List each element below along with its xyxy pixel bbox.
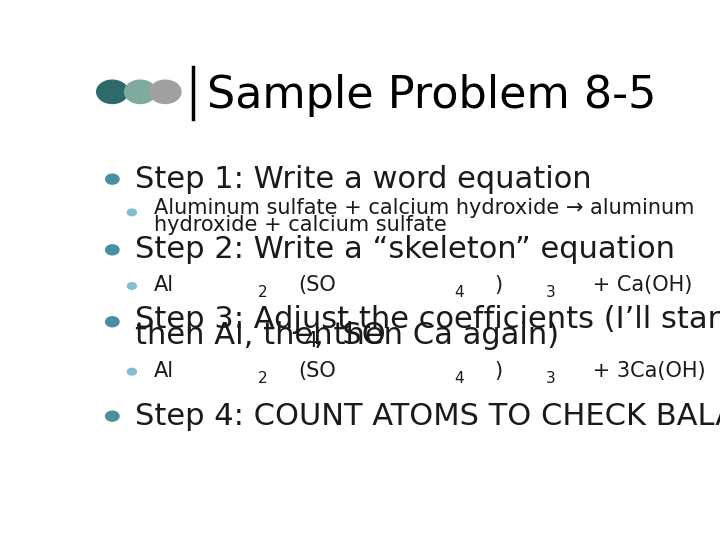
- Circle shape: [106, 174, 119, 184]
- Text: hydroxide + calcium sulfate: hydroxide + calcium sulfate: [154, 215, 447, 235]
- Circle shape: [106, 411, 119, 421]
- Text: Al: Al: [154, 361, 174, 381]
- Text: (SO: (SO: [298, 275, 336, 295]
- Circle shape: [127, 209, 136, 216]
- Circle shape: [106, 317, 119, 327]
- Text: + 3Ca(OH): + 3Ca(OH): [586, 361, 706, 381]
- Text: 3: 3: [546, 371, 556, 386]
- Text: ): ): [494, 361, 502, 381]
- Text: , then Ca again): , then Ca again): [315, 321, 559, 350]
- Text: 4: 4: [305, 331, 318, 351]
- Circle shape: [150, 80, 181, 104]
- Text: Al: Al: [154, 275, 174, 295]
- Text: Step 3: Adjust the coefficients (I’ll start with Ca,: Step 3: Adjust the coefficients (I’ll st…: [135, 305, 720, 334]
- Text: ): ): [494, 275, 502, 295]
- Text: + Ca(OH): + Ca(OH): [586, 275, 693, 295]
- Text: 4: 4: [454, 371, 464, 386]
- Text: then Al, then SO: then Al, then SO: [135, 321, 385, 350]
- Circle shape: [127, 282, 136, 289]
- Circle shape: [125, 80, 156, 104]
- Text: Sample Problem 8-5: Sample Problem 8-5: [207, 75, 657, 118]
- Text: (SO: (SO: [298, 361, 336, 381]
- Text: Step 1: Write a word equation: Step 1: Write a word equation: [135, 165, 591, 194]
- Text: 4: 4: [454, 285, 464, 300]
- Text: Aluminum sulfate + calcium hydroxide → aluminum: Aluminum sulfate + calcium hydroxide → a…: [154, 198, 695, 218]
- Text: Step 2: Write a “skeleton” equation: Step 2: Write a “skeleton” equation: [135, 235, 675, 265]
- Circle shape: [96, 80, 128, 104]
- Text: 2: 2: [258, 285, 268, 300]
- Circle shape: [127, 368, 136, 375]
- Text: Step 4: COUNT ATOMS TO CHECK BALANCE!: Step 4: COUNT ATOMS TO CHECK BALANCE!: [135, 402, 720, 431]
- Text: 3: 3: [546, 285, 556, 300]
- Text: 2: 2: [258, 371, 268, 386]
- Circle shape: [106, 245, 119, 255]
